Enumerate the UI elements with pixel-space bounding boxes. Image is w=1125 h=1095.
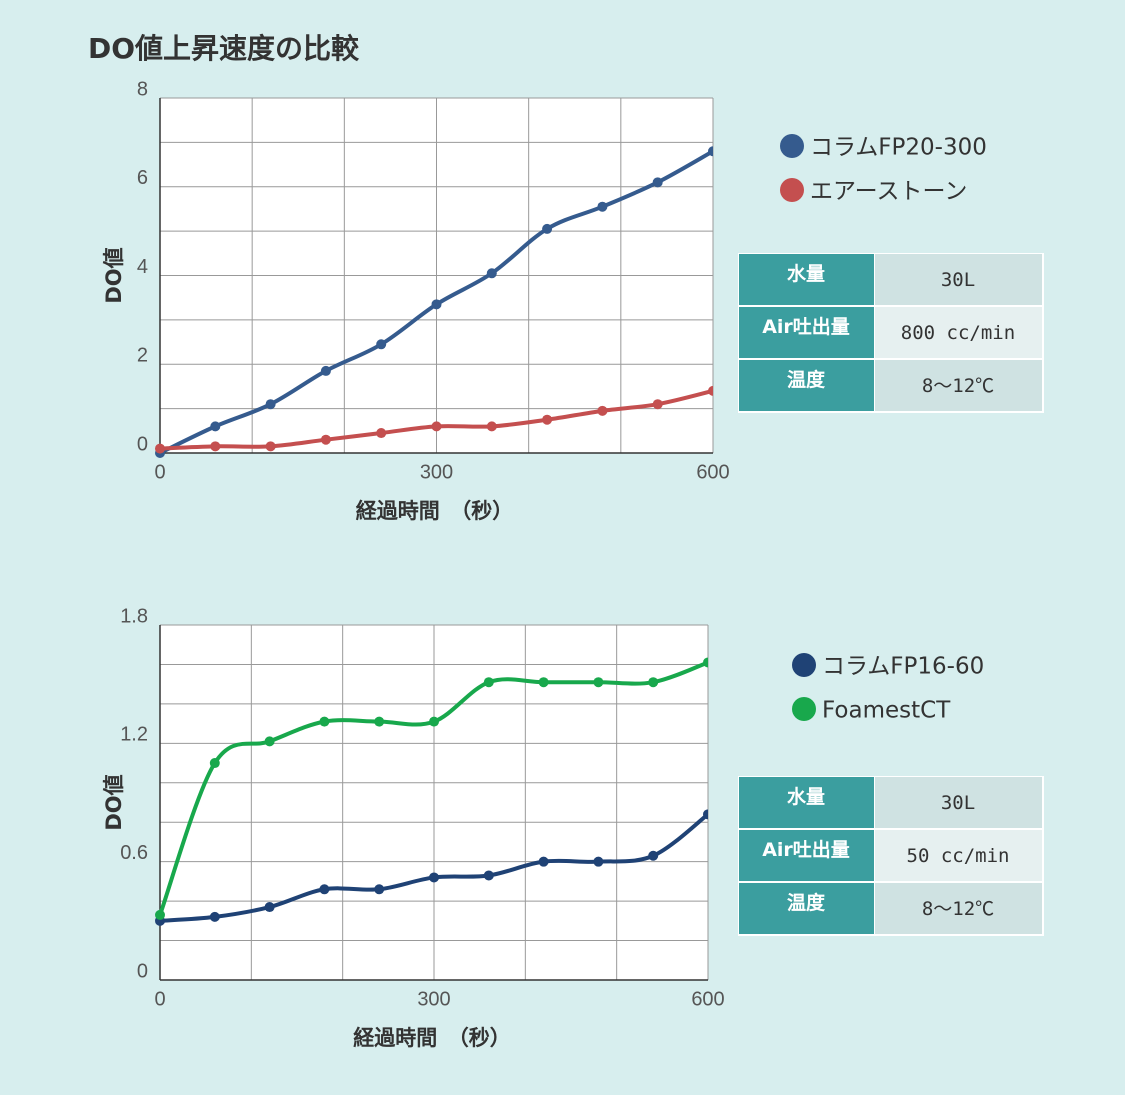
legend-marker: [792, 653, 816, 677]
legend-label: コラムFP16-60: [822, 654, 984, 680]
data-point: [374, 884, 385, 895]
y-tick-label: 1.8: [120, 605, 148, 627]
data-point: [648, 677, 659, 688]
y-tick-label: 8: [137, 78, 148, 100]
table-value-text: 8～12℃: [922, 898, 994, 920]
page-title: DO値上昇速度の比較: [88, 32, 360, 65]
data-point: [708, 146, 713, 157]
table-value-cell: [875, 254, 1042, 305]
legend-label: エアーストーン: [810, 179, 967, 205]
y-tick-label: 0.6: [120, 842, 148, 864]
y-tick-label: 4: [137, 256, 148, 278]
data-point: [376, 339, 387, 350]
table-header-text: Air吐出量: [762, 315, 850, 338]
data-point: [155, 909, 165, 920]
table-value-text: 30L: [941, 792, 975, 814]
data-point: [264, 736, 275, 747]
data-point: [264, 902, 275, 913]
legend-marker: [780, 134, 804, 158]
data-point: [319, 884, 330, 895]
data-point: [209, 758, 220, 769]
table-value-text: 30L: [941, 269, 975, 291]
data-point: [376, 428, 387, 439]
data-point: [483, 677, 494, 688]
table-header-cell: [739, 883, 874, 934]
x-tick-label: 600: [696, 461, 729, 483]
data-point: [486, 268, 497, 279]
data-point: [265, 441, 276, 452]
table-header-text: 水量: [787, 786, 825, 808]
data-point: [486, 421, 497, 432]
data-point: [703, 809, 708, 820]
table-header-text: 温度: [787, 368, 826, 391]
legend-marker: [780, 178, 804, 202]
y-tick-label: 0: [137, 433, 148, 455]
data-point: [483, 870, 494, 881]
data-point: [429, 716, 439, 727]
x-tick-label: 0: [154, 988, 165, 1010]
y-axis-label: DO値: [102, 247, 126, 303]
table-header-cell: [739, 830, 874, 881]
series-line: [158, 660, 708, 916]
table-value-cell: [875, 307, 1042, 358]
data-point: [538, 677, 549, 688]
data-point: [209, 911, 220, 922]
data-point: [431, 421, 442, 432]
x-axis-label: 経過時間 （秒）: [356, 499, 514, 523]
legend-marker: [792, 697, 816, 721]
data-point: [652, 177, 663, 188]
table-value-text: 8～12℃: [922, 375, 994, 397]
data-point: [703, 657, 708, 668]
data-point: [320, 434, 331, 445]
data-point: [708, 385, 713, 396]
table-header-text: Air吐出量: [762, 838, 850, 861]
data-point: [538, 856, 549, 867]
table-value-cell: [875, 883, 1042, 934]
data-point: [265, 399, 276, 410]
table-header-cell: [739, 777, 874, 828]
y-axis-label: DO値: [102, 774, 126, 830]
table-header-text: 水量: [787, 263, 825, 285]
data-point: [542, 414, 553, 425]
data-point: [542, 223, 553, 234]
table-value-text: 50 cc/min: [907, 845, 1010, 867]
table-value-cell: [875, 830, 1042, 881]
x-tick-label: 300: [417, 988, 450, 1010]
data-point: [593, 677, 604, 688]
legend-label: FoamestCT: [822, 698, 951, 724]
table-header-text: 温度: [787, 891, 826, 914]
data-point: [210, 441, 221, 452]
data-point: [374, 716, 385, 727]
data-point: [429, 872, 439, 883]
table-header-cell: [739, 360, 874, 411]
data-point: [597, 405, 608, 416]
data-point: [648, 850, 659, 861]
table-value-cell: [875, 360, 1042, 411]
y-tick-label: 1.2: [120, 724, 148, 746]
data-point: [597, 201, 608, 212]
y-tick-label: 6: [137, 167, 148, 189]
y-tick-label: 2: [137, 345, 148, 367]
x-axis-label: 経過時間 （秒）: [353, 1026, 511, 1050]
legend-label: コラムFP20-300: [810, 135, 987, 161]
x-tick-label: 300: [420, 461, 453, 483]
table-value-text: 800 cc/min: [901, 322, 1015, 344]
data-point: [319, 716, 330, 727]
table-header-cell: [739, 254, 874, 305]
data-point: [431, 299, 442, 310]
x-tick-label: 600: [691, 988, 724, 1010]
table-value-cell: [875, 777, 1042, 828]
data-point: [320, 365, 331, 376]
x-tick-label: 0: [154, 461, 165, 483]
data-point: [155, 443, 165, 454]
table-header-cell: [739, 307, 874, 358]
y-tick-label: 0: [137, 960, 148, 982]
data-point: [593, 856, 604, 867]
data-point: [210, 421, 221, 432]
data-point: [652, 399, 663, 410]
